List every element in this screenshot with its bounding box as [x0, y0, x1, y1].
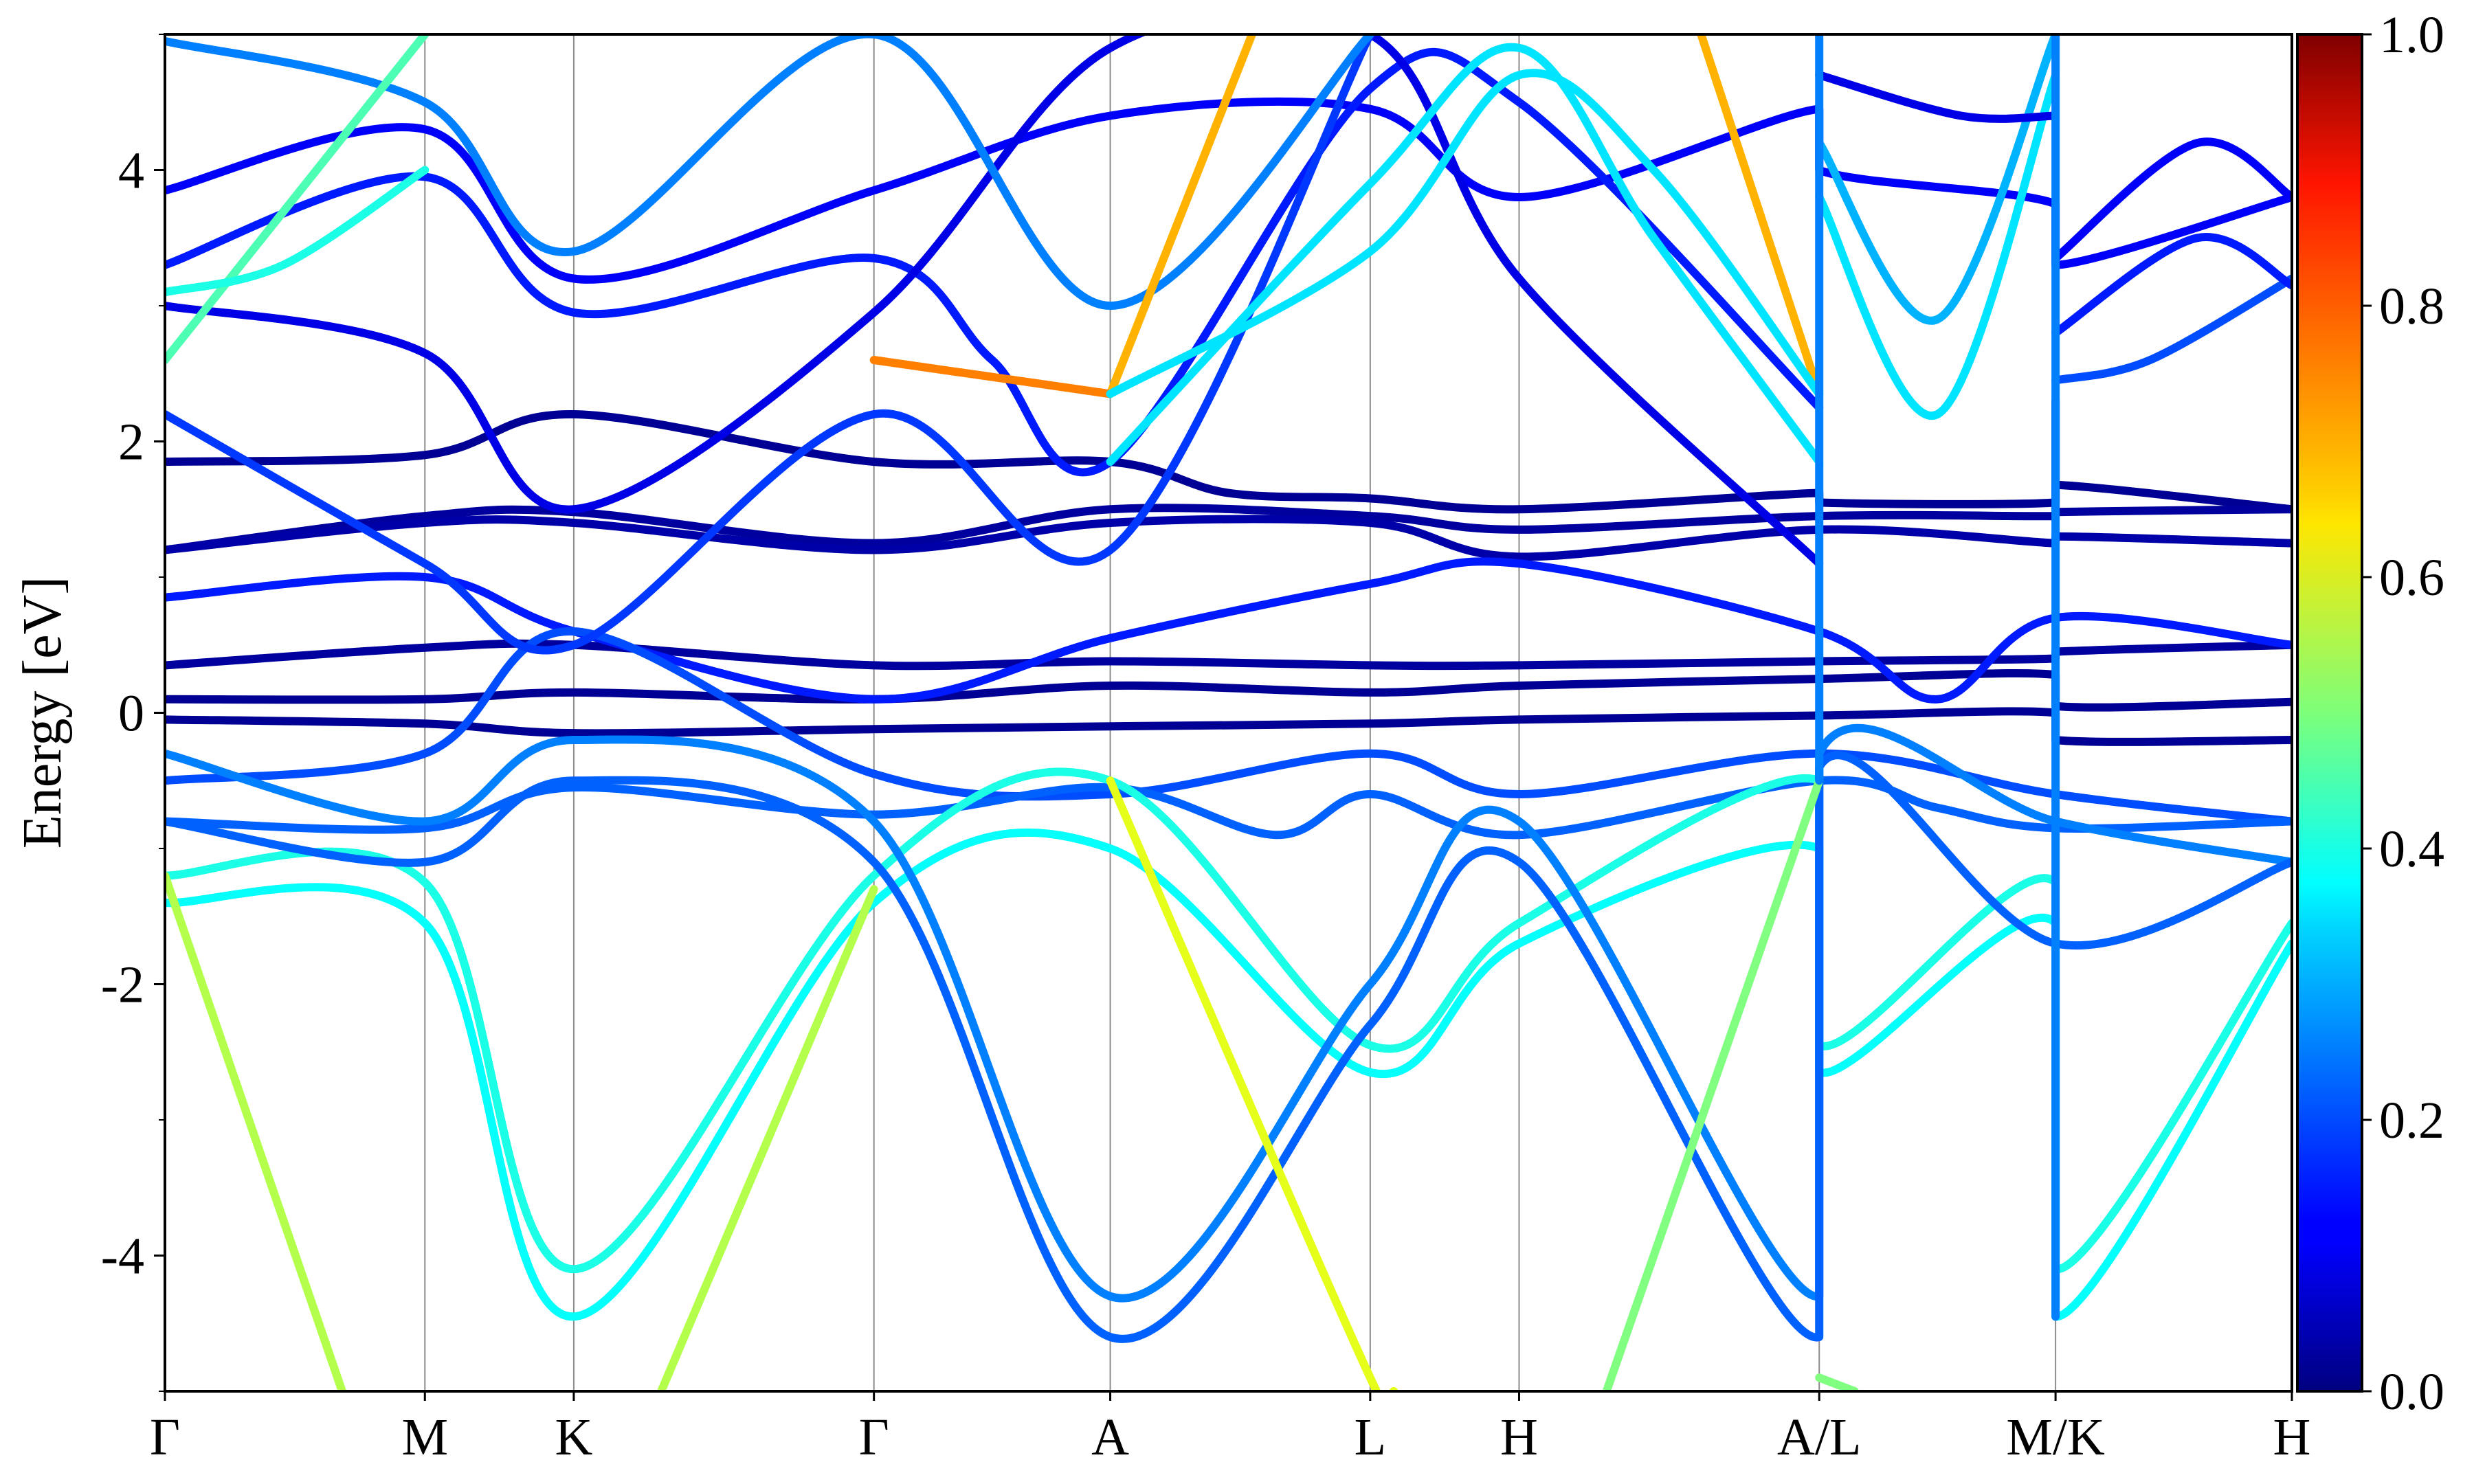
- y-axis-title: Energy [eV]: [12, 576, 73, 848]
- y-tick-label: 4: [118, 142, 144, 200]
- band-line: [165, 34, 1374, 310]
- y-tick-label: -4: [101, 1228, 144, 1285]
- band-line: [165, 871, 346, 1391]
- band-line: [165, 751, 2292, 1343]
- band-line: [2051, 232, 2292, 337]
- band-line: [2051, 274, 2292, 385]
- band-line: [1815, 71, 2060, 420]
- x-tick-label: Γ: [150, 1408, 180, 1466]
- band-lines: [165, 34, 2292, 1391]
- band-line: [165, 627, 2292, 826]
- x-axis-ticks: Γ M K Γ A L H A/L M/K H: [150, 1391, 2310, 1466]
- band-line: [1602, 776, 1824, 1391]
- band-line: [165, 34, 1824, 568]
- band-line: [1697, 34, 1824, 398]
- colorbar-tick-label: 0.2: [2379, 1092, 2444, 1149]
- colorbar-ticks: 1.0 0.8 0.6 0.4 0.2 0.0: [2362, 6, 2444, 1421]
- band-line: [1815, 1373, 1859, 1391]
- x-tick-label: L: [1355, 1408, 1386, 1466]
- y-tick-label: 2: [118, 414, 144, 471]
- x-tick-label: A/L: [1777, 1408, 1861, 1466]
- band-line: [165, 557, 2292, 704]
- y-tick-label: 0: [118, 685, 144, 743]
- band-line: [657, 885, 878, 1391]
- band-line: [165, 97, 2292, 284]
- y-axis-ticks: 4 2 0 -2 -4: [101, 34, 165, 1392]
- colorbar: [2296, 33, 2363, 1393]
- band-line: [165, 639, 2292, 671]
- band-line: [165, 828, 2292, 1321]
- x-tick-label: Γ: [859, 1408, 889, 1466]
- x-tick-label: M: [401, 1408, 448, 1466]
- band-line: [165, 34, 1374, 655]
- band-line: [869, 356, 1115, 398]
- band-line: [165, 767, 2292, 1274]
- x-tick-label: M/K: [2006, 1408, 2105, 1466]
- band-line: [2051, 137, 2292, 262]
- band-line: [1106, 34, 1256, 398]
- colorbar-tick-label: 0.4: [2379, 820, 2444, 878]
- band-line: [165, 409, 2292, 514]
- y-tick-label: -2: [101, 956, 144, 1014]
- colorbar-tick-label: 0.8: [2379, 278, 2444, 335]
- colorbar-tick-label: 0.0: [2379, 1363, 2444, 1421]
- band-line: [165, 515, 2292, 561]
- x-tick-label: H: [1500, 1408, 1538, 1466]
- band-line: [1815, 71, 2060, 123]
- x-tick-label: H: [2273, 1408, 2311, 1466]
- band-line: [165, 723, 2292, 1303]
- band-line: [165, 47, 1824, 477]
- x-tick-label: A: [1091, 1408, 1129, 1466]
- band-line: [165, 707, 2292, 746]
- band-line: [1106, 69, 1824, 398]
- x-tick-label: K: [555, 1408, 592, 1466]
- colorbar-tick-label: 1.0: [2379, 6, 2444, 64]
- band-line: [1106, 43, 1824, 466]
- band-line: [165, 504, 2292, 554]
- colorbar-tick-label: 0.6: [2379, 549, 2444, 607]
- band-line: [165, 166, 430, 297]
- band-line: [165, 34, 430, 364]
- band-line: [1106, 776, 1398, 1391]
